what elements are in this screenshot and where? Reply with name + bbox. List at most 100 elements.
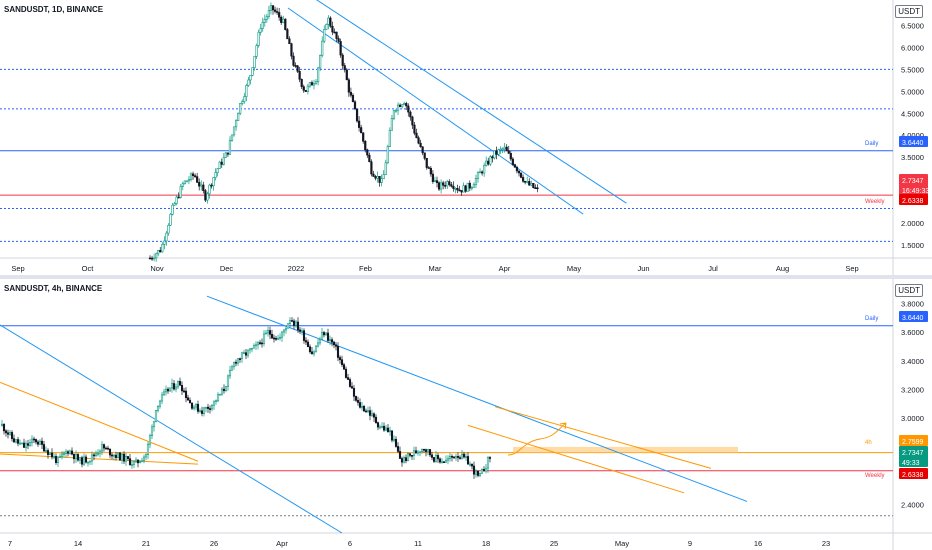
candle-body	[474, 178, 478, 186]
candle	[376, 171, 379, 183]
candle	[232, 361, 236, 370]
candle-body	[174, 386, 178, 390]
candle-body	[435, 180, 439, 184]
candle	[156, 405, 160, 413]
candle-body	[36, 441, 40, 445]
candle	[202, 406, 206, 417]
candle-body	[396, 446, 400, 452]
candle-body	[186, 397, 190, 401]
candle	[256, 341, 260, 350]
candle	[312, 79, 316, 90]
candle-body	[404, 457, 408, 462]
candle-body	[232, 361, 236, 368]
candle-body	[478, 171, 482, 174]
candle-body	[188, 399, 192, 404]
candle	[171, 202, 174, 216]
candle	[173, 201, 176, 206]
candle	[323, 25, 326, 44]
candle	[509, 151, 512, 161]
candle	[290, 317, 294, 322]
y-tick-label: 4.5000	[901, 109, 924, 118]
candle	[82, 453, 86, 466]
candle	[94, 450, 98, 458]
candle	[162, 388, 166, 396]
4h-chart-panel[interactable]: 3.80003.60003.40003.20003.00002.80002.40…	[0, 279, 932, 550]
candle	[66, 449, 70, 457]
candle	[286, 323, 290, 329]
candle-body	[84, 456, 88, 463]
candle-body	[48, 452, 52, 455]
candle-body	[304, 89, 307, 92]
candle	[468, 180, 471, 192]
candle	[324, 332, 328, 336]
candle	[62, 451, 66, 458]
x-tick-label: Nov	[150, 264, 164, 273]
candle	[170, 378, 174, 393]
candle-body	[267, 10, 271, 17]
candle	[339, 38, 342, 58]
candle	[382, 170, 385, 180]
candle-body	[230, 134, 234, 141]
candle-body	[380, 425, 384, 428]
candle-body	[294, 65, 297, 67]
candle-body	[282, 18, 285, 23]
trendline	[316, 0, 627, 204]
price-tag-text: 2.6338	[902, 472, 924, 479]
candle-body	[423, 152, 426, 159]
candle	[34, 438, 38, 445]
candle-body	[172, 383, 176, 390]
candle-body	[425, 157, 428, 168]
candle	[409, 110, 412, 121]
candle-body	[134, 459, 138, 463]
candle-body	[505, 146, 508, 152]
candle-body	[430, 454, 434, 458]
candle-body	[28, 442, 32, 446]
candle	[232, 126, 236, 137]
candle	[235, 119, 238, 131]
candle	[384, 425, 388, 432]
candle-body	[298, 71, 301, 80]
candle-body	[319, 55, 322, 69]
price-tag	[899, 184, 928, 195]
candle	[178, 377, 182, 386]
candle	[470, 186, 473, 191]
daily-chart-panel[interactable]: 6.5000 6.0000 5.5000 5.0000 4.5000 4.0000 3.50…	[0, 0, 932, 275]
4h-chart-canvas[interactable]: 3.80003.60003.40003.20003.00002.80002.40…	[0, 279, 932, 550]
candle	[470, 463, 474, 470]
candle	[264, 329, 268, 335]
candle	[186, 394, 190, 401]
candle-body	[528, 181, 531, 186]
candle-body	[370, 161, 373, 175]
currency-unit-badge[interactable]: USDT	[895, 5, 923, 18]
candle	[319, 54, 322, 72]
trendline	[494, 406, 712, 469]
candle-body	[50, 452, 54, 458]
candle	[468, 461, 472, 467]
candle	[410, 455, 414, 460]
candle	[513, 163, 516, 168]
candle	[265, 13, 268, 23]
candle-body	[198, 182, 201, 187]
x-tick-label: Sep	[845, 264, 858, 273]
candle-body	[165, 232, 168, 242]
candle	[392, 109, 396, 121]
candle	[310, 80, 314, 86]
candle-body	[70, 450, 74, 455]
candle-body	[390, 118, 394, 131]
candle-body	[530, 182, 533, 186]
candle-body	[212, 177, 215, 186]
candle	[392, 435, 396, 443]
candle-body	[310, 82, 314, 86]
candle	[247, 76, 250, 87]
candle	[194, 173, 197, 178]
candle	[251, 67, 254, 77]
candle	[472, 182, 476, 188]
currency-unit-badge[interactable]: USDT	[895, 284, 923, 297]
candle	[380, 174, 383, 187]
chart-title: SANDUSDT, 4h, BINANCE	[4, 284, 103, 293]
pane-divider[interactable]	[0, 275, 932, 279]
x-tick-label: May	[615, 539, 629, 548]
daily-chart-canvas[interactable]: 6.5000 6.0000 5.5000 5.0000 4.5000 4.0000 3.50…	[0, 0, 932, 275]
candle	[294, 320, 298, 328]
candle	[487, 157, 490, 166]
